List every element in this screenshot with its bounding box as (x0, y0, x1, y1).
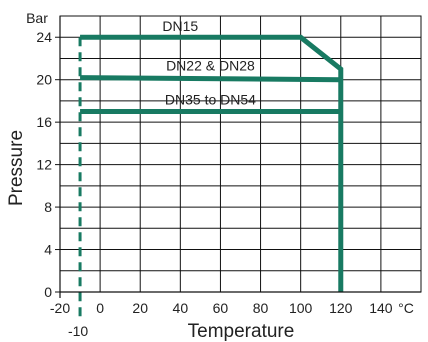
x-tick-label: 80 (253, 300, 269, 316)
annotation-label: -10 (68, 323, 88, 339)
series-line-1 (80, 75, 341, 83)
x-tick-label: 40 (173, 300, 189, 316)
x-tick-label: 20 (132, 300, 148, 316)
y-tick-label: 12 (36, 157, 52, 173)
y-tick-label: 0 (44, 284, 52, 300)
x-axis-title: Temperature (188, 321, 295, 342)
y-tick-label: 20 (36, 72, 52, 88)
series-line-0 (80, 34, 344, 292)
y-axis-title: Pressure (6, 130, 27, 206)
y-tick-label: 24 (36, 29, 52, 45)
series-label-0: DN15 (162, 18, 198, 34)
x-tick-label: 100 (289, 300, 313, 316)
series-lines (80, 34, 344, 292)
y-tick-label: 8 (44, 199, 52, 215)
x-tick-label: 0 (96, 300, 104, 316)
x-tick-label: 120 (329, 300, 353, 316)
series-label-2: DN35 to DN54 (165, 92, 256, 108)
x-unit: °C (398, 300, 414, 316)
y-tick-label: 4 (44, 242, 52, 258)
plot-frame (59, 15, 422, 298)
series-label-1: DN22 & DN28 (166, 58, 255, 74)
y-unit: Bar (26, 10, 48, 26)
annotations: -10 (68, 37, 88, 339)
x-tick-label: 60 (213, 300, 229, 316)
series-labels: DN15 DN22 & DN28 DN35 to DN54 (162, 18, 256, 107)
x-tick-label: 140 (369, 300, 393, 316)
grid (60, 16, 422, 292)
y-tick-label: 16 (36, 114, 52, 130)
x-tick-label: -20 (50, 300, 70, 316)
